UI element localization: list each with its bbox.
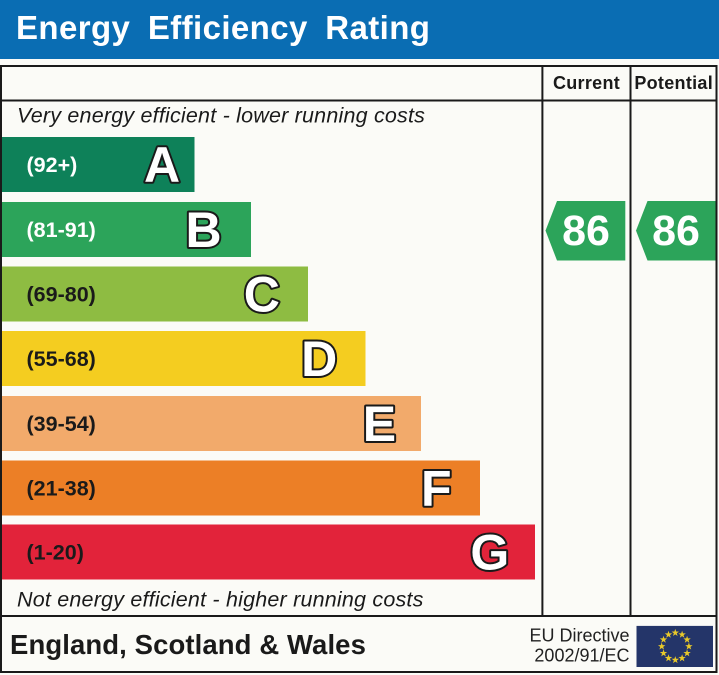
svg-text:Very energy efficient - lower: Very energy efficient - lower running co… <box>17 104 425 128</box>
svg-text:F: F <box>421 461 452 517</box>
svg-text:B: B <box>185 202 221 258</box>
svg-text:(21-38): (21-38) <box>27 477 96 501</box>
svg-text:(1-20): (1-20) <box>27 541 84 565</box>
svg-text:2002/91/EC: 2002/91/EC <box>534 646 629 666</box>
svg-text:C: C <box>244 267 280 323</box>
svg-text:Energy Efficiency Rating: Energy Efficiency Rating <box>16 9 430 46</box>
svg-text:Not energy efficient - higher: Not energy efficient - higher running co… <box>17 588 424 612</box>
svg-text:Current: Current <box>553 73 620 93</box>
svg-text:England, Scotland & Wales: England, Scotland & Wales <box>10 629 366 660</box>
svg-text:Potential: Potential <box>634 73 713 93</box>
svg-text:86: 86 <box>652 207 700 255</box>
svg-text:D: D <box>301 331 337 387</box>
svg-text:(92+): (92+) <box>27 153 78 177</box>
svg-text:86: 86 <box>562 207 610 255</box>
svg-text:(81-91): (81-91) <box>27 218 96 242</box>
svg-text:EU Directive: EU Directive <box>529 626 629 646</box>
svg-text:G: G <box>470 525 509 581</box>
svg-text:E: E <box>363 396 396 452</box>
svg-text:(39-54): (39-54) <box>27 412 96 436</box>
svg-text:A: A <box>144 137 180 193</box>
svg-text:(69-80): (69-80) <box>27 283 96 307</box>
svg-text:(55-68): (55-68) <box>27 347 96 371</box>
